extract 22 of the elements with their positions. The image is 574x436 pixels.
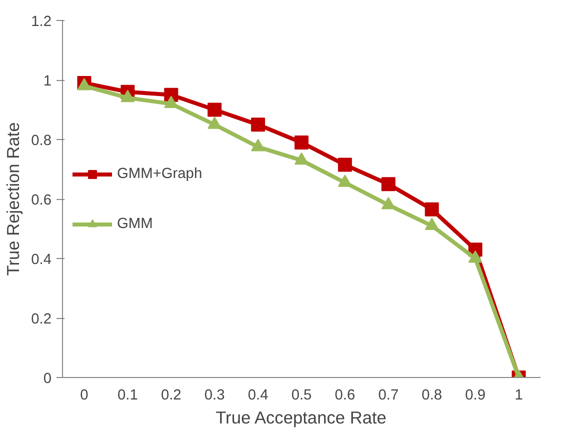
x-tick-label: 0.7 [378,388,399,404]
x-tick-label: 0.8 [422,388,442,404]
x-tick-label: 1 [514,388,523,404]
x-tick-label: 0 [80,388,88,404]
x-tick-label: 0.5 [291,388,312,404]
y-tick-label: 1 [43,74,52,90]
x-tick-label: 0.2 [160,388,182,404]
y-axis-title: True Rejection Rate [3,122,24,276]
x-tick-label: 0.9 [465,388,486,404]
y-tick-label: 0.2 [31,312,52,328]
y-tick-label: 1.2 [31,14,52,30]
y-tick-label: 0 [43,371,52,387]
y-tick-label: 0.4 [31,252,52,268]
x-axis-title: True Acceptance Rate [216,408,386,428]
y-tick-label: 0.6 [31,192,52,208]
y-tick-label: 0.8 [31,133,52,149]
legend-label: GMM+Graph [117,166,202,182]
x-tick-label: 0.4 [248,388,268,404]
x-tick-label: 0.3 [204,388,225,404]
x-tick-label: 0.6 [334,388,356,404]
legend-label: GMM [117,216,153,232]
x-tick-label: 0.1 [117,388,138,404]
